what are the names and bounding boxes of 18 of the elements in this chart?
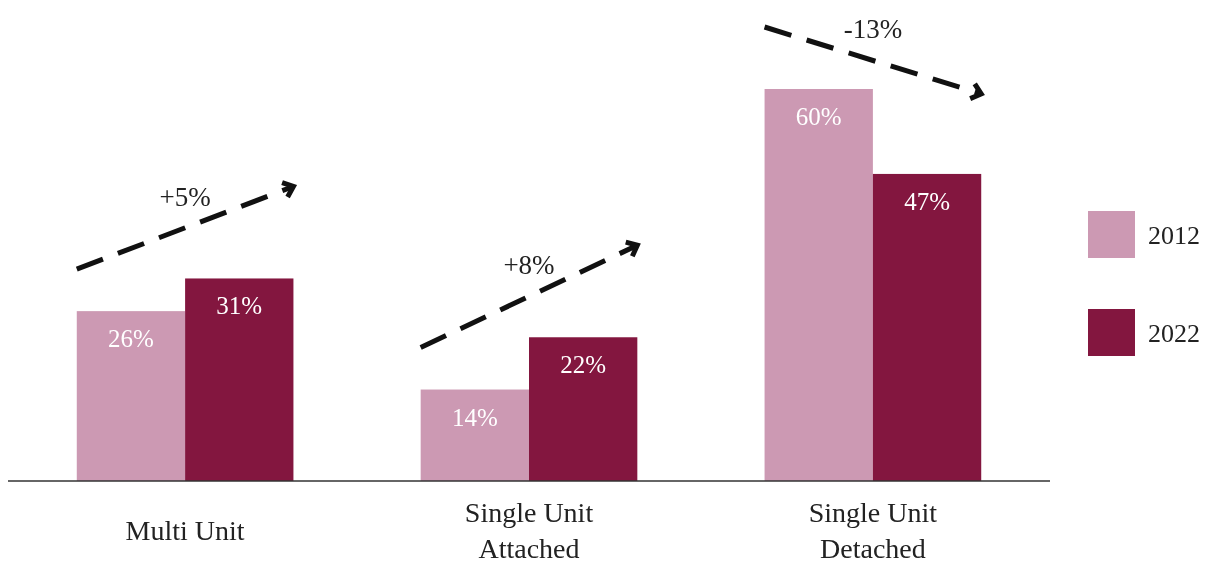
data-label: 47% bbox=[904, 187, 950, 215]
annotation: +5% bbox=[159, 181, 211, 212]
bar bbox=[420, 389, 529, 481]
data-label: 14% bbox=[451, 403, 498, 431]
x-tick-label: Single Unit Detached bbox=[808, 497, 938, 564]
text: -13% bbox=[843, 14, 903, 45]
legend-label: 2022 bbox=[1148, 319, 1200, 348]
x-tick-label: Multi Unit bbox=[125, 515, 245, 546]
data-label: 26% bbox=[108, 325, 154, 353]
data-label: 22% bbox=[560, 351, 607, 379]
annotation: +8% bbox=[503, 250, 555, 281]
data-label: 60% bbox=[795, 103, 842, 130]
bar bbox=[185, 278, 294, 481]
bar bbox=[76, 311, 186, 481]
data-label: 31% bbox=[216, 292, 263, 320]
x-tick-label: Single Unit Attached bbox=[464, 497, 594, 564]
legend-label: 2012 bbox=[1148, 221, 1200, 250]
bar bbox=[872, 173, 982, 481]
